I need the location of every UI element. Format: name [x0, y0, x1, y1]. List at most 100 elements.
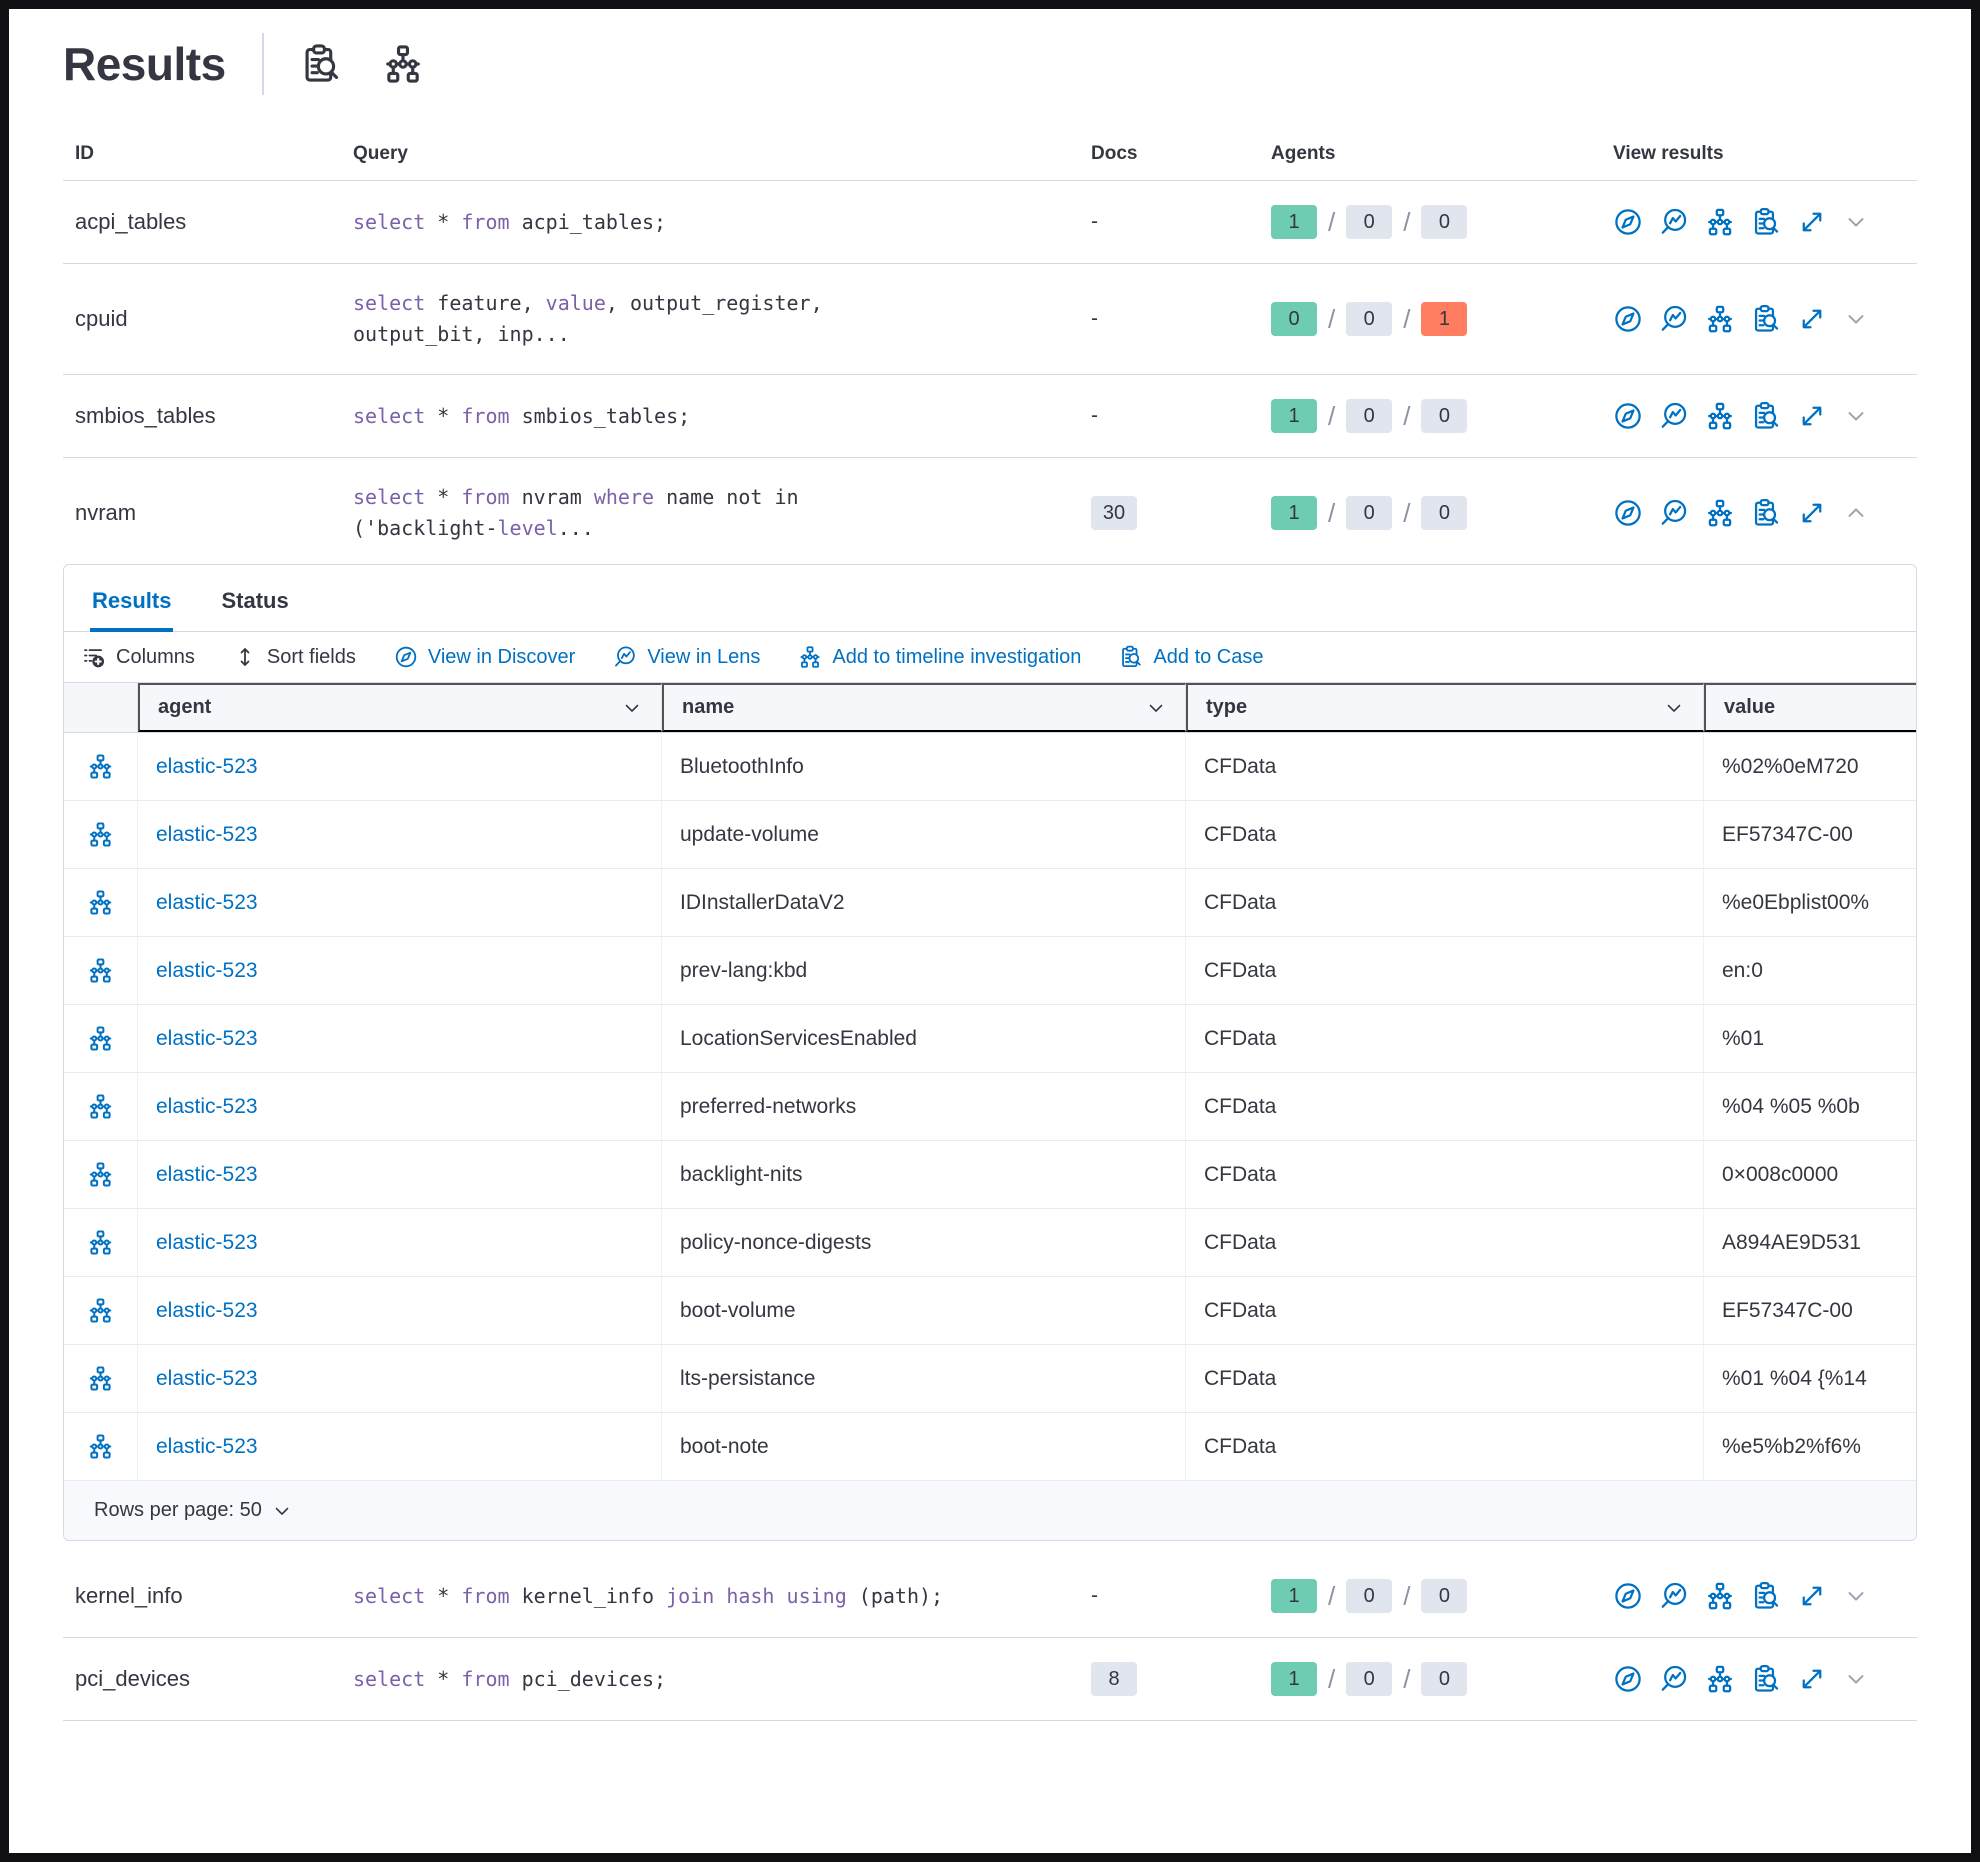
- add-to-case-button[interactable]: [1751, 401, 1781, 431]
- view-in-lens-button[interactable]: [1659, 1664, 1689, 1694]
- result-type-cell: CFData: [1186, 1413, 1704, 1480]
- add-to-case-button[interactable]: [1751, 207, 1781, 237]
- agents-separator: /: [1328, 400, 1336, 431]
- add-to-timeline-button[interactable]: [1705, 1581, 1735, 1611]
- add-to-timeline-button[interactable]: [87, 1433, 114, 1460]
- tab-results[interactable]: Results: [90, 565, 174, 632]
- view-in-discover-button[interactable]: [1613, 1664, 1643, 1694]
- timeline-button[interactable]: [382, 43, 424, 85]
- agent-link[interactable]: elastic-523: [156, 1162, 258, 1186]
- agent-link[interactable]: elastic-523: [156, 1026, 258, 1050]
- agent-link[interactable]: elastic-523: [156, 1434, 258, 1458]
- docs-count: 8: [1079, 1662, 1259, 1696]
- add-to-timeline-button[interactable]: [87, 821, 114, 848]
- add-to-timeline-icon: [1705, 401, 1735, 431]
- view-in-discover-button[interactable]: [1613, 498, 1643, 528]
- agent-link[interactable]: elastic-523: [156, 1094, 258, 1118]
- add-to-timeline-button[interactable]: [87, 1365, 114, 1392]
- view-in-lens-button[interactable]: View in Lens: [613, 645, 760, 669]
- add-to-case-button[interactable]: [1751, 1664, 1781, 1694]
- add-to-timeline-button[interactable]: [87, 957, 114, 984]
- view-in-discover-button[interactable]: [1613, 1581, 1643, 1611]
- live-query-details-button[interactable]: [300, 43, 342, 85]
- view-in-lens-button[interactable]: [1659, 1581, 1689, 1611]
- result-agent-cell: elastic-523: [138, 801, 662, 868]
- expand-row-button[interactable]: [1843, 1666, 1869, 1692]
- toolbar-label: Add to Case: [1153, 645, 1264, 668]
- add-to-timeline-button[interactable]: [87, 889, 114, 916]
- expand-results-button[interactable]: [1797, 401, 1827, 431]
- expand-results-button[interactable]: [1797, 1581, 1827, 1611]
- expand-results-button[interactable]: [1797, 207, 1827, 237]
- add-to-timeline-icon: [1705, 1664, 1735, 1694]
- grid-column-header-agent[interactable]: agent: [138, 683, 662, 732]
- view-in-discover-button[interactable]: [1613, 207, 1643, 237]
- view-in-lens-button[interactable]: [1659, 304, 1689, 334]
- add-to-timeline-icon: [87, 1093, 114, 1120]
- add-to-timeline-icon: [87, 1365, 114, 1392]
- tab-status[interactable]: Status: [219, 565, 290, 631]
- result-row-actions: [64, 733, 138, 800]
- add-to-timeline-button[interactable]: [87, 1025, 114, 1052]
- expand-row-button[interactable]: [1843, 306, 1869, 332]
- add-to-case-button[interactable]: [1751, 498, 1781, 528]
- add-to-timeline-button[interactable]: [87, 1229, 114, 1256]
- add-to-timeline-button[interactable]: [1705, 401, 1735, 431]
- query-row: kernel_info select * from kernel_info joi…: [63, 1555, 1917, 1638]
- add-to-case-button[interactable]: [1751, 1581, 1781, 1611]
- agent-link[interactable]: elastic-523: [156, 890, 258, 914]
- add-to-case-button[interactable]: [1751, 304, 1781, 334]
- results-tabs: Results Status: [64, 565, 1916, 632]
- view-in-discover-button[interactable]: [1613, 304, 1643, 334]
- add-to-timeline-button[interactable]: [1705, 1664, 1735, 1694]
- add-to-timeline-button[interactable]: [87, 1093, 114, 1120]
- result-agent-cell: elastic-523: [138, 1413, 662, 1480]
- expand-results-button[interactable]: [1797, 304, 1827, 334]
- view-in-lens-button[interactable]: [1659, 207, 1689, 237]
- agent-count-badge-danger: 1: [1421, 302, 1468, 336]
- collapse-row-button[interactable]: [1843, 500, 1869, 526]
- rows-per-page-button[interactable]: Rows per page: 50: [88, 1498, 299, 1523]
- view-in-discover-button[interactable]: [1613, 401, 1643, 431]
- columns-button[interactable]: Columns: [82, 645, 195, 669]
- view-in-lens-button[interactable]: [1659, 401, 1689, 431]
- result-row: elastic-523 preferred-networks CFData %04 %…: [64, 1073, 1916, 1141]
- agent-link[interactable]: elastic-523: [156, 1366, 258, 1390]
- docs-badge: 30: [1091, 496, 1137, 530]
- agent-count-badge-neutral: 0: [1346, 399, 1393, 433]
- grid-column-header-name[interactable]: name: [662, 683, 1186, 732]
- expand-row-button[interactable]: [1843, 209, 1869, 235]
- page-title: Results: [63, 38, 226, 90]
- add-to-timeline-button[interactable]: [1705, 304, 1735, 334]
- grid-column-header-type[interactable]: type: [1186, 683, 1704, 732]
- agent-link[interactable]: elastic-523: [156, 958, 258, 982]
- add-to-timeline-button[interactable]: [87, 1297, 114, 1324]
- add-to-timeline-investigation-button[interactable]: Add to timeline investigation: [798, 645, 1081, 669]
- agent-count-badge-success: 1: [1271, 399, 1317, 433]
- agent-link[interactable]: elastic-523: [156, 822, 258, 846]
- query-row: smbios_tables select * from smbios_tables…: [63, 375, 1917, 458]
- toolbar-label: View in Lens: [647, 645, 761, 668]
- add-to-timeline-button[interactable]: [1705, 498, 1735, 528]
- expand-row-button[interactable]: [1843, 1583, 1869, 1609]
- column-header-agents: Agents: [1271, 143, 1336, 164]
- view-in-lens-icon: [1659, 401, 1689, 431]
- expand-results-button[interactable]: [1797, 1664, 1827, 1694]
- agent-link[interactable]: elastic-523: [156, 1298, 258, 1322]
- docs-count: -: [1091, 404, 1098, 427]
- agent-link[interactable]: elastic-523: [156, 754, 258, 778]
- sql-code: select * from pci_devices;: [353, 1666, 667, 1691]
- add-to-timeline-button[interactable]: [87, 1161, 114, 1188]
- add-to-timeline-button[interactable]: [87, 753, 114, 780]
- result-row: elastic-523 backlight-nits CFData 0×008c000…: [64, 1141, 1916, 1209]
- sort-fields-button[interactable]: Sort fields: [233, 645, 356, 669]
- add-to-timeline-icon: [1705, 207, 1735, 237]
- expand-results-button[interactable]: [1797, 498, 1827, 528]
- agent-link[interactable]: elastic-523: [156, 1230, 258, 1254]
- view-in-lens-button[interactable]: [1659, 498, 1689, 528]
- agent-count-badge-success: 1: [1271, 496, 1317, 530]
- view-in-discover-button[interactable]: View in Discover: [394, 645, 575, 669]
- expand-row-button[interactable]: [1843, 403, 1869, 429]
- add-to-timeline-button[interactable]: [1705, 207, 1735, 237]
- add-to-case-button[interactable]: Add to Case: [1119, 645, 1264, 669]
